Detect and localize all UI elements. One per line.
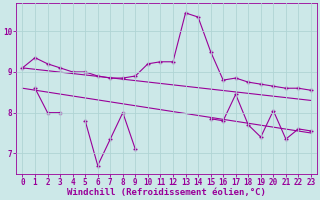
X-axis label: Windchill (Refroidissement éolien,°C): Windchill (Refroidissement éolien,°C) [67,188,266,197]
